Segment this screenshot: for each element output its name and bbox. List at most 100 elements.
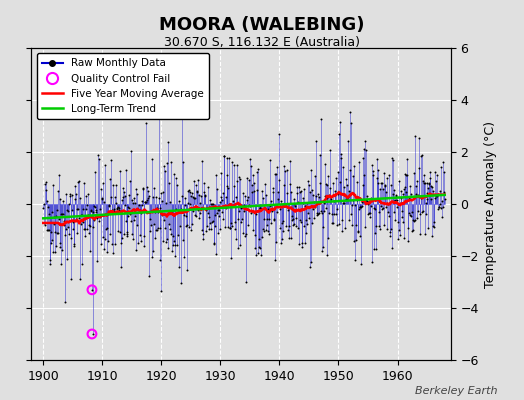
Point (97, 240, 105, 247)
Point (411, 183, 420, 190)
Point (268, 208, 277, 215)
Point (269, 189, 277, 195)
Point (163, 139, 172, 146)
Point (220, 152, 228, 159)
Point (79, 219, 87, 226)
Point (163, 236, 171, 242)
Point (401, 171, 409, 178)
Point (125, 192, 134, 198)
Point (86, 248, 94, 254)
Point (194, 177, 202, 183)
Point (125, 205, 133, 211)
Point (183, 188, 192, 194)
Point (339, 199, 347, 206)
Point (423, 180, 431, 186)
Point (289, 201, 298, 207)
Point (325, 210, 334, 216)
Point (430, 219, 439, 225)
Point (237, 205, 245, 211)
Point (238, 215, 246, 222)
Point (361, 224, 369, 230)
Point (364, 211, 373, 217)
Point (280, 202, 289, 209)
Point (366, 210, 374, 216)
Point (342, 196, 351, 202)
Point (352, 237, 361, 243)
Point (236, 176, 244, 182)
Point (399, 191, 407, 197)
Point (388, 156, 397, 163)
Point (390, 209, 398, 215)
Point (370, 206, 379, 212)
Point (316, 180, 324, 186)
Point (90, 203, 98, 210)
Point (391, 197, 399, 203)
Point (104, 238, 113, 244)
Point (182, 266, 191, 273)
Point (338, 228, 346, 234)
Point (188, 190, 196, 197)
Point (339, 164, 347, 170)
Point (164, 245, 172, 251)
Point (368, 172, 377, 178)
Point (147, 208, 155, 214)
Point (308, 219, 316, 226)
Point (322, 252, 331, 258)
Point (398, 214, 407, 220)
Point (175, 264, 183, 270)
Point (420, 180, 429, 186)
Point (264, 206, 272, 212)
Point (242, 231, 250, 237)
Point (254, 236, 263, 242)
Point (327, 195, 335, 202)
Point (278, 236, 286, 242)
Point (242, 279, 250, 285)
Point (278, 220, 286, 227)
Point (205, 197, 214, 204)
Point (155, 115, 163, 121)
Point (127, 218, 135, 224)
Point (357, 261, 366, 267)
Point (64, 224, 72, 230)
Point (403, 238, 412, 245)
Point (139, 243, 148, 249)
Point (386, 182, 395, 188)
Point (55, 216, 63, 222)
Point (335, 179, 344, 185)
Point (359, 182, 367, 188)
Point (280, 182, 288, 188)
Point (178, 193, 186, 199)
Point (331, 192, 340, 198)
Point (256, 204, 265, 211)
Point (386, 233, 394, 239)
Point (95, 156, 103, 162)
Point (287, 217, 296, 224)
Point (241, 233, 249, 239)
Point (306, 188, 314, 195)
Point (41, 187, 50, 193)
Point (48, 237, 56, 244)
Point (315, 152, 324, 158)
Point (203, 205, 211, 212)
Point (185, 201, 194, 207)
Point (313, 210, 322, 217)
Point (421, 211, 430, 218)
Point (107, 241, 116, 248)
Point (184, 200, 192, 206)
Point (432, 178, 440, 184)
Point (291, 207, 300, 214)
Point (211, 223, 219, 230)
Point (124, 204, 133, 210)
Point (109, 250, 117, 256)
Point (216, 194, 225, 200)
Point (387, 226, 395, 232)
Point (170, 170, 179, 177)
Point (381, 204, 390, 210)
Point (264, 228, 272, 234)
Point (256, 245, 264, 251)
Point (426, 168, 434, 175)
Point (361, 138, 369, 144)
Point (299, 195, 308, 202)
Point (195, 200, 204, 206)
Point (310, 198, 319, 205)
